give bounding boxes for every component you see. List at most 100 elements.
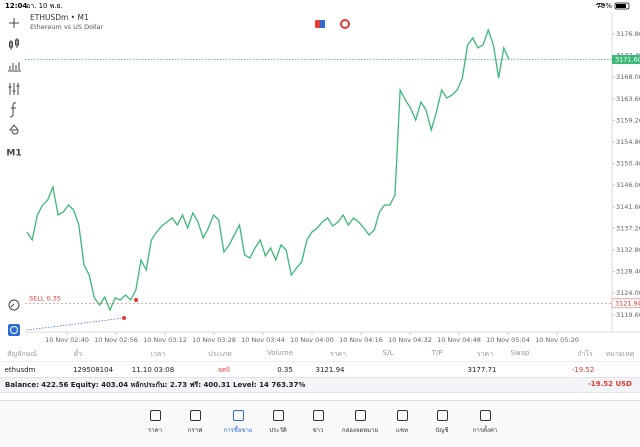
x-tick-label: 10 Nov 03:44 [241,336,285,344]
nav-label[interactable]: ราคา [148,427,162,434]
nav-icon[interactable] [150,410,161,421]
y-tick-label: 3176.80 [616,30,640,38]
nav-label[interactable]: กล่องจดหมาย [341,427,379,434]
summary-profit: -19.52 [587,380,613,388]
current-price-label: 3171.60 [615,56,640,64]
nav-icon[interactable] [480,410,491,421]
column-header: หมายเหตุ [605,350,635,358]
y-tick-label: 3168.00 [616,73,640,81]
objects-tool[interactable] [8,124,20,135]
cell-type: sell [218,366,230,374]
nav-icon[interactable] [233,410,244,421]
y-tick-label: 3132.80 [616,246,640,254]
y-tick-label: 3163.60 [616,95,640,103]
cell-price: 3121.94 [315,366,345,374]
nav-icon[interactable] [273,410,284,421]
nav-label[interactable]: การซื้อขาย [223,427,253,434]
chart-subtitle: Ethereum vs US Dollar [30,23,104,31]
column-header: ประเภท [208,350,232,358]
nav-label[interactable]: ข่าว [312,427,324,434]
cell-current-price: 3177.71 [467,366,497,374]
toolbar [8,18,21,311]
column-header: ราคา [329,350,347,358]
wifi-icon [595,3,605,8]
chart-title: ETHUSDm • M1 [30,13,89,22]
battery-level [616,4,626,8]
column-header: T/P [431,349,443,357]
x-tick-label: 10 Nov 05:04 [486,336,530,344]
entry-marker [122,316,126,320]
timeframe[interactable]: M1 [6,149,21,159]
y-tick-label: 3146.00 [616,181,640,189]
nav-label[interactable]: กราฟ [187,427,203,434]
price-line [26,28,510,312]
settings-tool[interactable] [8,83,20,95]
signal-icon[interactable] [340,19,350,29]
nav-icon[interactable] [313,410,324,421]
one-click-tool[interactable] [8,324,20,336]
order-price-tag [611,298,640,309]
y-tick-label: 3137.20 [616,224,640,232]
y-tick-label: 3154.80 [616,138,640,146]
cell-ticket: 129508104 [72,366,114,374]
summary-text: Balance: 422.56 Equity: 403.04 หลักประกั… [5,381,306,389]
order-line-label: SELL 0.35 [29,294,61,302]
gauge-tool[interactable] [8,299,20,311]
cell-symbol: ethusdm [4,366,36,374]
status-battery: 79% [596,2,612,10]
cell-volume: 0.35 [277,366,293,374]
buy-button-part [320,20,325,28]
y-tick-label: 3141.60 [616,203,640,211]
status-time: 12:04 [5,2,27,10]
bottom-nav: ราคา กราฟ การซื้อขาย ประวัติ ข่าว กล่องจดหมาย… [0,400,640,447]
column-header: Swap [510,349,530,357]
y-tick-label: 3150.40 [616,160,640,168]
x-tick-label: 10 Nov 03:12 [143,336,187,344]
y-tick-label: 3159.20 [616,116,640,124]
column-header: สัญลักษณ์ [7,350,37,358]
function-tool[interactable] [9,102,17,118]
column-header: ราคา [476,350,494,358]
indicators-tool[interactable] [8,62,21,72]
entry-marker [134,298,138,302]
order-price-label: 3121.94 [615,299,640,307]
nav-icon[interactable] [355,410,366,421]
gauge-needle [10,303,15,308]
status-date: อา. 10 พ.ย. [26,2,63,10]
x-tick-label: 10 Nov 02:40 [45,336,89,344]
row-divider [0,361,640,362]
chart-type-tool[interactable] [9,38,19,50]
y-tick-label: 3124.00 [616,289,640,297]
summary-currency: USD [615,380,632,388]
nav-label[interactable]: แชท [396,427,408,434]
y-tick-label: 3128.40 [616,268,640,276]
summary-bar: Balance: 422.56 Equity: 403.04 หลักประกั… [0,377,640,393]
column-header: ตั๋ว [73,350,83,358]
entry-link [26,317,125,331]
column-header: กำไร [577,350,593,358]
x-tick-label: 10 Nov 04:48 [437,336,481,344]
nav-icon[interactable] [397,410,408,421]
nav-label[interactable]: ประวัติ [269,427,287,434]
x-tick-label: 10 Nov 04:16 [339,336,383,344]
nav-icon[interactable] [190,410,201,421]
cell-profit: -19.52 [571,366,595,374]
nav-icon[interactable] [437,410,448,421]
chart: 12:04 อา. 10 พ.ย. 79% M1 ETHUSDm • M1 Et… [5,2,640,344]
x-tick-label: 10 Nov 02:56 [94,336,138,344]
nav-label[interactable]: การตั้งค่า [472,427,498,434]
crosshair-tool[interactable] [9,18,19,28]
nav-label[interactable]: บัญชี [435,427,449,434]
y-tick-label: 3119.60 [616,311,640,319]
cell-time: 11.10 03:08 [131,366,175,374]
column-header: เวลา [150,350,166,358]
one-click-glyph [10,326,18,334]
column-header: S/L [382,349,394,357]
x-tick-label: 10 Nov 04:32 [388,336,432,344]
current-price-tag [612,55,640,65]
x-tick-label: 10 Nov 03:28 [192,336,236,344]
battery-icon [614,2,630,10]
x-tick-label: 10 Nov 04:00 [290,336,334,344]
column-header: Volume [266,349,294,357]
